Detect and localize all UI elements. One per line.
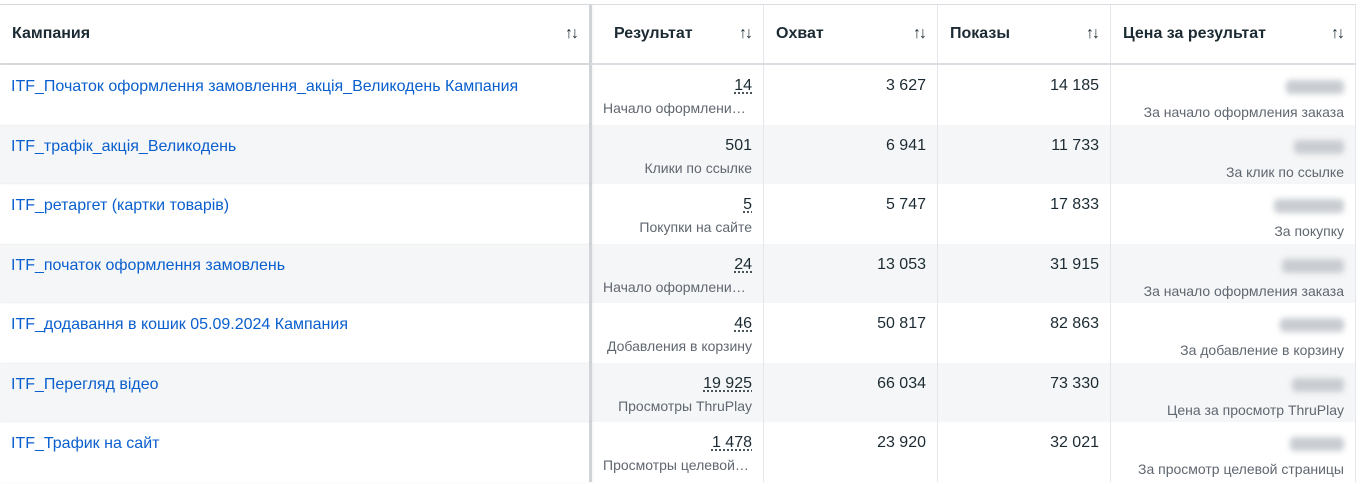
cost-value-blurred (1280, 318, 1344, 332)
impressions-value: 73 330 (1050, 374, 1099, 392)
column-header-label: Кампания (12, 25, 91, 42)
column-header-label: Цена за результат (1123, 25, 1266, 42)
result-type: Просмотры ThruPlay (618, 397, 752, 414)
cost-value-blurred (1294, 139, 1344, 154)
cost-label: За просмотр целевой страницы (1137, 461, 1344, 477)
reach-value: 23 920 (877, 434, 926, 451)
column-header-result[interactable]: Результат ↑↓ (592, 5, 764, 63)
campaign-name-link[interactable]: ITF_Перегляд відео (11, 375, 159, 393)
sort-icon[interactable]: ↑↓ (565, 25, 579, 42)
table-row: ITF_початок оформлення замовлень 24 Нача… (0, 243, 1356, 303)
column-header-label: Показы (950, 25, 1010, 42)
table-row: ITF_додавання в кошик 05.09.2024 Кампани… (0, 303, 1356, 363)
result-type: Добавления в корзину (607, 338, 752, 354)
table-header: Кампания ↑↓ Результат ↑↓ Охват ↑↓ Показы… (0, 5, 1356, 65)
column-header-reach[interactable]: Охват ↑↓ (764, 5, 938, 63)
reach-value: 50 817 (877, 315, 926, 332)
cost-value-blurred (1274, 199, 1344, 213)
impressions-value: 14 185 (1050, 77, 1099, 94)
result-value: 501 (725, 136, 752, 154)
result-type: Клики по ссылке (644, 159, 752, 176)
table-row: ITF_трафік_акція_Великодень 501 Клики по… (0, 124, 1356, 184)
sort-icon[interactable]: ↑↓ (1086, 25, 1100, 42)
column-header-cost-per-result[interactable]: Цена за результат ↑↓ (1111, 5, 1356, 63)
column-header-campaign[interactable]: Кампания ↑↓ (0, 5, 592, 63)
sort-icon[interactable]: ↑↓ (1331, 25, 1345, 42)
table-row: ITF_ретаргет (картки товарів) 5 Покупки … (0, 184, 1356, 244)
cost-value-blurred (1290, 437, 1344, 451)
reach-value: 3 627 (885, 77, 926, 94)
impressions-value: 17 833 (1050, 196, 1099, 213)
campaign-name-link[interactable]: ITF_Початок оформлення замовлення_акція_… (11, 78, 519, 95)
campaigns-table: Кампания ↑↓ Результат ↑↓ Охват ↑↓ Показы… (0, 4, 1356, 482)
cost-label: За клик по ссылке (1226, 163, 1344, 180)
result-type: Начало оформления заказа (603, 100, 752, 116)
campaign-name-link[interactable]: ITF_трафік_акція_Великодень (11, 137, 237, 155)
table-row: ITF_Початок оформлення замовлення_акція_… (0, 65, 1356, 125)
campaign-name-link[interactable]: ITF_ретаргет (картки товарів) (11, 197, 230, 214)
cost-value-blurred (1282, 258, 1344, 273)
reach-value: 6 941 (885, 136, 926, 154)
cost-label: Цена за просмотр ThruPlay (1166, 401, 1344, 418)
impressions-value: 11 733 (1051, 136, 1099, 154)
table-row: ITF_Трафик на сайт 1 478 Просмотры целев… (0, 422, 1356, 482)
cost-label: За начало оформления заказа (1143, 282, 1344, 299)
result-type: Покупки на сайте (639, 219, 752, 235)
result-value[interactable]: 46 (734, 315, 752, 332)
cost-label: За покупку (1274, 223, 1344, 239)
sort-icon[interactable]: ↑↓ (913, 25, 927, 42)
column-header-label: Результат (614, 25, 693, 42)
reach-value: 13 053 (877, 255, 926, 273)
campaign-name-link[interactable]: ITF_початок оформлення замовлень (11, 256, 286, 274)
reach-value: 5 747 (885, 196, 926, 213)
reach-value: 66 034 (877, 374, 926, 392)
cost-value-blurred (1292, 377, 1344, 392)
cost-label: За добавление в корзину (1180, 342, 1344, 358)
impressions-value: 31 915 (1050, 255, 1099, 273)
result-value[interactable]: 24 (734, 255, 752, 273)
result-type: Начало оформления заказа (603, 278, 752, 295)
result-type: Просмотры целевой страницы (603, 457, 752, 473)
result-value[interactable]: 1 478 (711, 434, 752, 451)
cost-value-blurred (1286, 80, 1344, 94)
cost-label: За начало оформления заказа (1143, 104, 1344, 120)
campaign-name-link[interactable]: ITF_Трафик на сайт (11, 435, 160, 452)
result-value[interactable]: 19 925 (703, 374, 752, 392)
result-value[interactable]: 5 (743, 196, 752, 213)
campaign-name-link[interactable]: ITF_додавання в кошик 05.09.2024 Кампани… (11, 316, 348, 333)
impressions-value: 32 021 (1050, 434, 1099, 451)
table-row: ITF_Перегляд відео 19 925 Просмотры Thru… (0, 362, 1356, 422)
result-value[interactable]: 14 (734, 77, 752, 94)
column-header-label: Охват (776, 25, 824, 42)
column-header-impressions[interactable]: Показы ↑↓ (938, 5, 1111, 63)
sort-icon[interactable]: ↑↓ (739, 25, 753, 42)
impressions-value: 82 863 (1050, 315, 1099, 332)
